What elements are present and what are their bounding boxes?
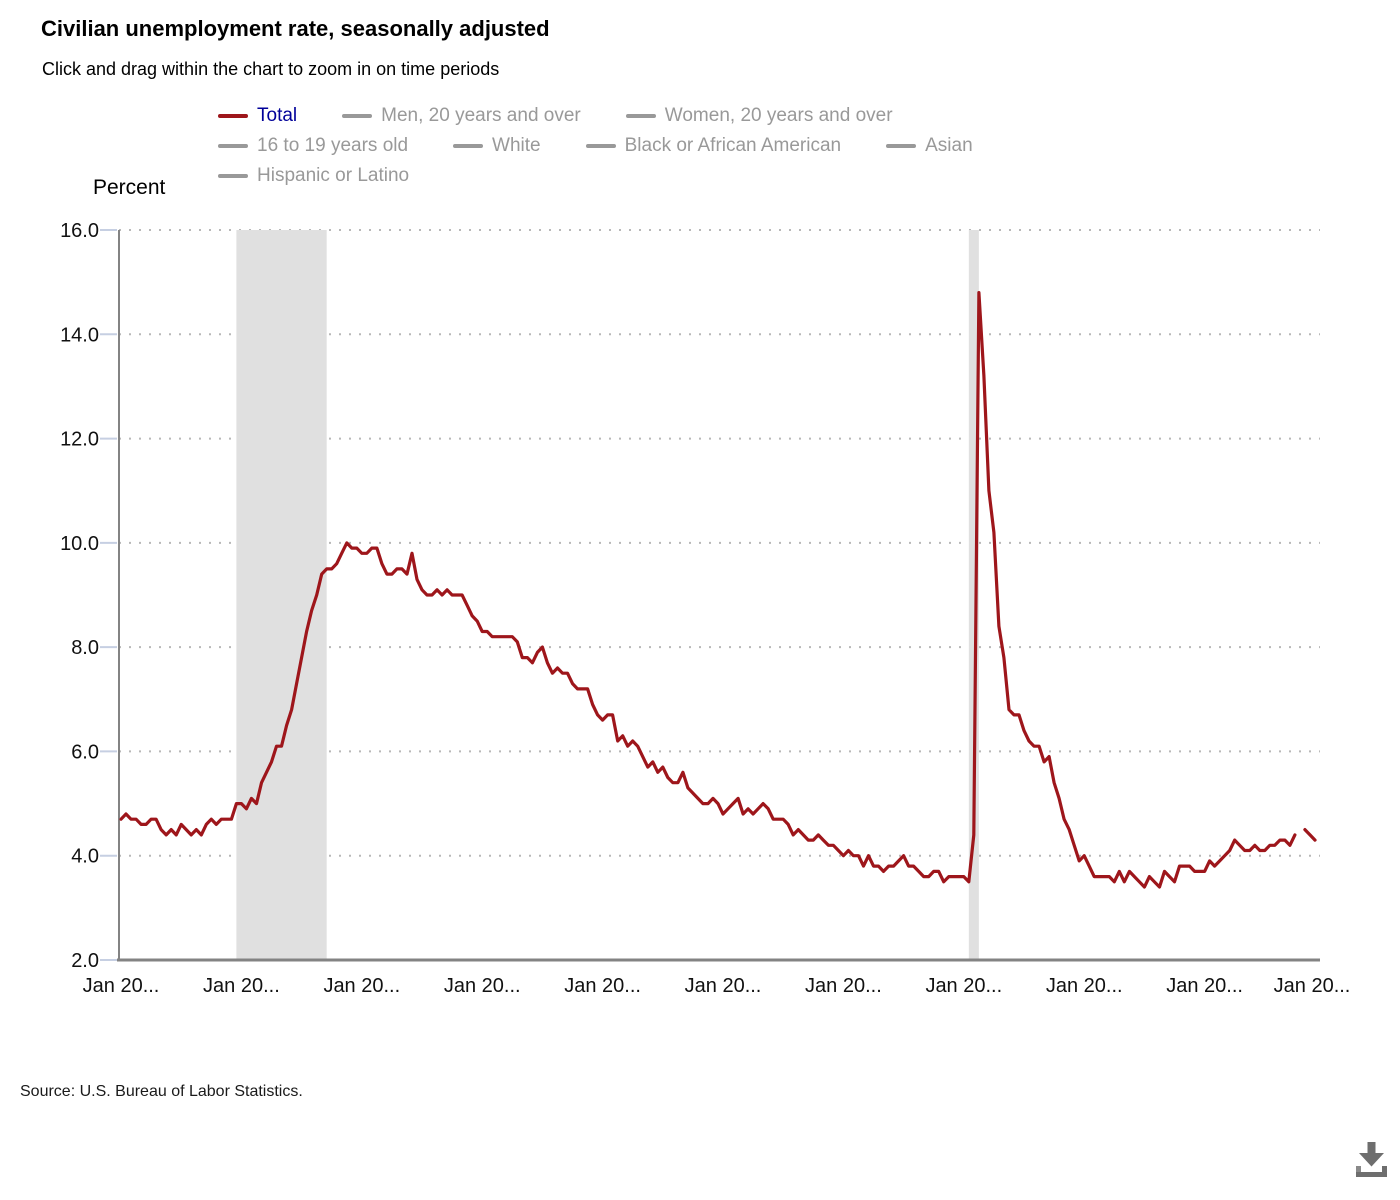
download-button[interactable]	[1348, 1136, 1396, 1190]
legend-swatch	[625, 114, 656, 118]
legend-row: Hispanic or Latino	[218, 161, 1238, 191]
legend-item-total[interactable]: Total	[218, 105, 297, 127]
chart-subtitle: Click and drag within the chart to zoom …	[42, 59, 500, 79]
x-axis: Jan 20... Jan 20... Jan 20... Jan 20... Jan …	[83, 975, 1351, 997]
legend-item-white[interactable]: White	[453, 135, 541, 157]
y-axis-tick-label: 4.0	[71, 846, 99, 868]
legend-row: 16 to 19 years old White Black or African …	[218, 131, 1238, 161]
y-axis: 16.0 14.0 12.0 10.0 8.0 6.0 4.0 2.0	[60, 220, 99, 972]
series-line-total	[119, 291, 1317, 889]
legend-swatch	[453, 144, 484, 148]
x-axis-tick-label: Jan 20...	[805, 975, 882, 997]
legend-swatch	[218, 174, 248, 178]
page-title: Civilian unemployment rate, seasonally a…	[41, 16, 550, 41]
axes	[117, 230, 1320, 962]
download-icon	[1356, 1142, 1387, 1177]
legend-item-label: Black or African American	[624, 135, 842, 156]
x-axis-tick-label: Jan 20...	[203, 975, 280, 997]
legend-item-label: Hispanic or Latino	[257, 165, 410, 186]
x-axis-tick-label: Jan 20...	[685, 975, 762, 997]
legend-item-hispanic-or-latino[interactable]: Hispanic or Latino	[218, 165, 409, 187]
legend-item-label: Men, 20 years and over	[381, 105, 581, 126]
x-axis-tick-label: Jan 20...	[925, 975, 1002, 997]
x-axis-tick-label: Jan 20...	[1046, 975, 1123, 997]
legend-item-black-or-african-american[interactable]: Black or African American	[585, 135, 842, 157]
legend-item-label: Asian	[925, 135, 973, 156]
y-axis-tick-label: 6.0	[71, 741, 99, 763]
legend-item-men-20-years-and-over[interactable]: Men, 20 years and over	[342, 105, 581, 127]
y-axis-title: Percent	[93, 176, 166, 199]
source-text: Source: U.S. Bureau of Labor Statistics.	[20, 1083, 303, 1100]
y-axis-tick-label: 14.0	[60, 324, 99, 346]
y-axis-tick-label: 2.0	[71, 950, 99, 972]
legend: Total Men, 20 years and over Women, 20 yea…	[218, 101, 1238, 191]
legend-swatch	[585, 144, 616, 148]
legend-item-16-to-19-years-old[interactable]: 16 to 19 years old	[218, 135, 408, 157]
x-axis-tick-label: Jan 20...	[323, 975, 400, 997]
x-axis-tick-label: Jan 20...	[564, 975, 641, 997]
legend-swatch	[886, 144, 917, 148]
x-axis-tick-label: Jan 20...	[1166, 975, 1243, 997]
legend-swatch	[342, 114, 373, 118]
legend-row: Total Men, 20 years and over Women, 20 yea…	[218, 101, 1238, 131]
legend-item-label: White	[492, 135, 541, 156]
y-axis-tick-label: 8.0	[71, 637, 99, 659]
y-axis-tick-label: 12.0	[60, 429, 99, 451]
y-axis-tick-label: 16.0	[60, 220, 99, 242]
y-axis-ticks	[100, 229, 117, 961]
legend-item-asian[interactable]: Asian	[886, 135, 973, 157]
legend-item-label: Women, 20 years and over	[664, 105, 893, 126]
legend-item-label: 16 to 19 years old	[257, 135, 409, 156]
recession-band	[968, 230, 979, 960]
legend-item-women-20-years-and-over[interactable]: Women, 20 years and over	[625, 105, 893, 127]
legend-swatch	[218, 114, 248, 118]
y-axis-tick-label: 10.0	[60, 533, 99, 555]
recession-band	[236, 230, 327, 960]
legend-item-label: Total	[257, 105, 298, 126]
x-axis-tick-label: Jan 20...	[83, 975, 160, 997]
legend-swatch	[218, 144, 248, 148]
recession-bands	[236, 230, 979, 960]
x-axis-tick-label: Jan 20...	[1274, 975, 1351, 997]
x-axis-tick-label: Jan 20...	[444, 975, 521, 997]
